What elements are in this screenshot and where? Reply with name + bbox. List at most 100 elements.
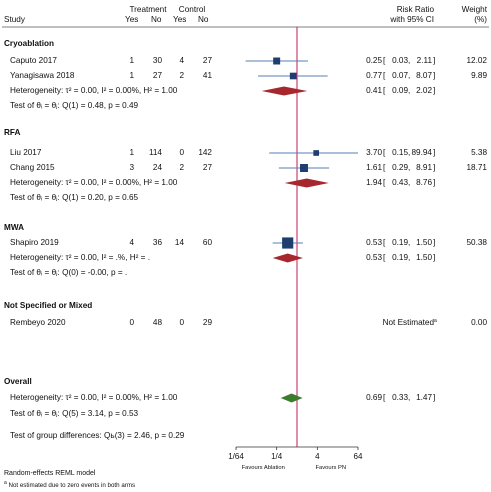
control-yes-header: Yes	[173, 15, 187, 24]
ci-upper-value: 2.11	[416, 56, 432, 65]
heterogeneity-test: Test of θᵢ = θⱼ: Q(1) = 0.20, p = 0.65	[10, 193, 139, 202]
study-effect-marker	[299, 164, 308, 172]
ci-open-bracket: [	[383, 71, 386, 80]
risk-ratio-header: Risk Ratio	[396, 5, 434, 14]
pooled-ci-lower: 0.09	[392, 86, 408, 95]
treatment-no-value: 27	[152, 71, 162, 80]
treatment-yes-value: 1	[129, 56, 134, 65]
study-name: Chang 2015	[10, 163, 55, 172]
ci-open-bracket: [	[383, 148, 386, 157]
ci-close-bracket: ]	[433, 148, 436, 157]
study-effect-marker	[289, 72, 297, 80]
treatment-yes-value: 3	[129, 163, 134, 172]
control-no-value: 27	[202, 163, 212, 172]
treatment-no-value: 24	[152, 163, 162, 172]
control-yes-value: 14	[174, 238, 184, 247]
ci-open-bracket: [	[383, 86, 386, 95]
ci-close-bracket: ]	[433, 163, 436, 172]
ci-close-bracket: ]	[433, 393, 436, 402]
risk-ratio-value: 0.25	[366, 56, 382, 65]
ci-close-bracket: ]	[433, 56, 436, 65]
ci-comma: ,	[408, 86, 411, 95]
x-tick-label: 64	[354, 452, 363, 461]
ci-comma: ,	[408, 238, 411, 247]
control-no-value: 142	[198, 148, 212, 157]
pooled-ci-upper: 1.50	[416, 253, 432, 262]
treatment-yes-value: 1	[129, 71, 134, 80]
ci-open-bracket: [	[383, 253, 386, 262]
ci-upper-value: 8.07	[416, 71, 432, 80]
heterogeneity-stat: Heterogeneity: τ² = 0.00, I² = 0.00%, H²…	[10, 178, 178, 187]
subgroup-label: RFA	[4, 128, 21, 137]
control-column-header: Control	[178, 5, 206, 14]
ci-upper-value: 8.91	[416, 163, 432, 172]
heterogeneity-test: Test of θᵢ = θⱼ: Q(1) = 0.48, p = 0.49	[10, 101, 139, 110]
treatment-yes-value: 4	[129, 238, 134, 247]
ci-lower-value: 0.07	[392, 71, 408, 80]
ci-comma: ,	[408, 393, 411, 402]
pooled-risk-ratio: 0.69	[366, 393, 382, 402]
control-no-value: 60	[202, 238, 212, 247]
favours-pn-label: Favours PN	[315, 465, 346, 471]
ci-open-bracket: [	[383, 393, 386, 402]
weight-value: 5.38	[471, 148, 487, 157]
study-name: Yanagisawa 2018	[10, 71, 75, 80]
risk-ratio-value: 3.70	[366, 148, 382, 157]
ci-comma: ,	[408, 148, 411, 157]
treatment-yes-value: 1	[129, 148, 134, 157]
subgroup-label: MWA	[4, 223, 25, 232]
treatment-no-value: 48	[152, 318, 162, 327]
ci-lower-value: 0.03	[392, 56, 408, 65]
footnote: a Not estimated due to zero events in bo…	[4, 480, 136, 490]
treatment-no-value: 30	[152, 56, 162, 65]
pooled-risk-ratio: 0.53	[366, 253, 382, 262]
x-tick-label: 4	[315, 452, 320, 461]
ci-upper-value: 89.94	[411, 148, 433, 157]
pooled-ci-lower: 0.19	[392, 253, 408, 262]
ci-comma: ,	[408, 163, 411, 172]
study-column-header: Study	[4, 15, 25, 24]
treatment-no-header: No	[151, 15, 162, 24]
subgroup-diamond	[284, 178, 329, 188]
pooled-ci-upper: 2.02	[416, 86, 432, 95]
heterogeneity-test: Test of θᵢ = θⱼ: Q(5) = 3.14, p = 0.53	[10, 409, 139, 418]
subgroup-diamond	[261, 86, 308, 96]
control-yes-value: 2	[179, 71, 184, 80]
ci-comma: ,	[408, 56, 411, 65]
subgroup-label: Overall	[4, 377, 32, 386]
heterogeneity-stat: Heterogeneity: τ² = 0.00, I² = 0.00%, H²…	[10, 393, 178, 402]
control-no-header: No	[198, 15, 209, 24]
study-effect-marker	[313, 150, 320, 156]
footnote-marker-wrap: a	[434, 316, 437, 329]
ci-open-bracket: [	[383, 56, 386, 65]
risk-ratio-value: 1.61	[366, 163, 382, 172]
ci-close-bracket: ]	[433, 253, 436, 262]
ci-lower-value: 0.29	[392, 163, 408, 172]
weight-pct-header: (%)	[474, 15, 487, 24]
study-name: Shapiro 2019	[10, 238, 59, 247]
control-yes-value: 4	[179, 56, 184, 65]
subgroup-label: Not Specified or Mixed	[4, 301, 93, 310]
ci-header: with 95% CI	[390, 15, 434, 24]
weight-value: 0.00	[471, 318, 487, 327]
not-estimated-label: Not Estimated	[382, 318, 434, 327]
heterogeneity-stat: Heterogeneity: τ² = 0.00, I² = .%, H² = …	[10, 253, 150, 262]
favours-ablation-label: Favours Ablation	[242, 465, 285, 471]
treatment-yes-value: 0	[129, 318, 134, 327]
ci-close-bracket: ]	[433, 86, 436, 95]
ci-comma: ,	[408, 178, 411, 187]
study-name: Liu 2017	[10, 148, 42, 157]
ci-comma: ,	[408, 253, 411, 262]
x-tick-label: 1/4	[271, 452, 283, 461]
study-name: Rembeyo 2020	[10, 318, 66, 327]
treatment-yes-header: Yes	[125, 15, 139, 24]
overall-diamond	[280, 393, 303, 403]
weight-value: 50.38	[466, 238, 488, 247]
pooled-ci-upper: 8.76	[416, 178, 432, 187]
control-no-value: 29	[202, 318, 212, 327]
control-yes-value: 2	[179, 163, 184, 172]
ci-lower-value: 0.15	[392, 148, 408, 157]
treatment-column-header: Treatment	[129, 5, 167, 14]
study-effect-marker	[273, 57, 281, 65]
